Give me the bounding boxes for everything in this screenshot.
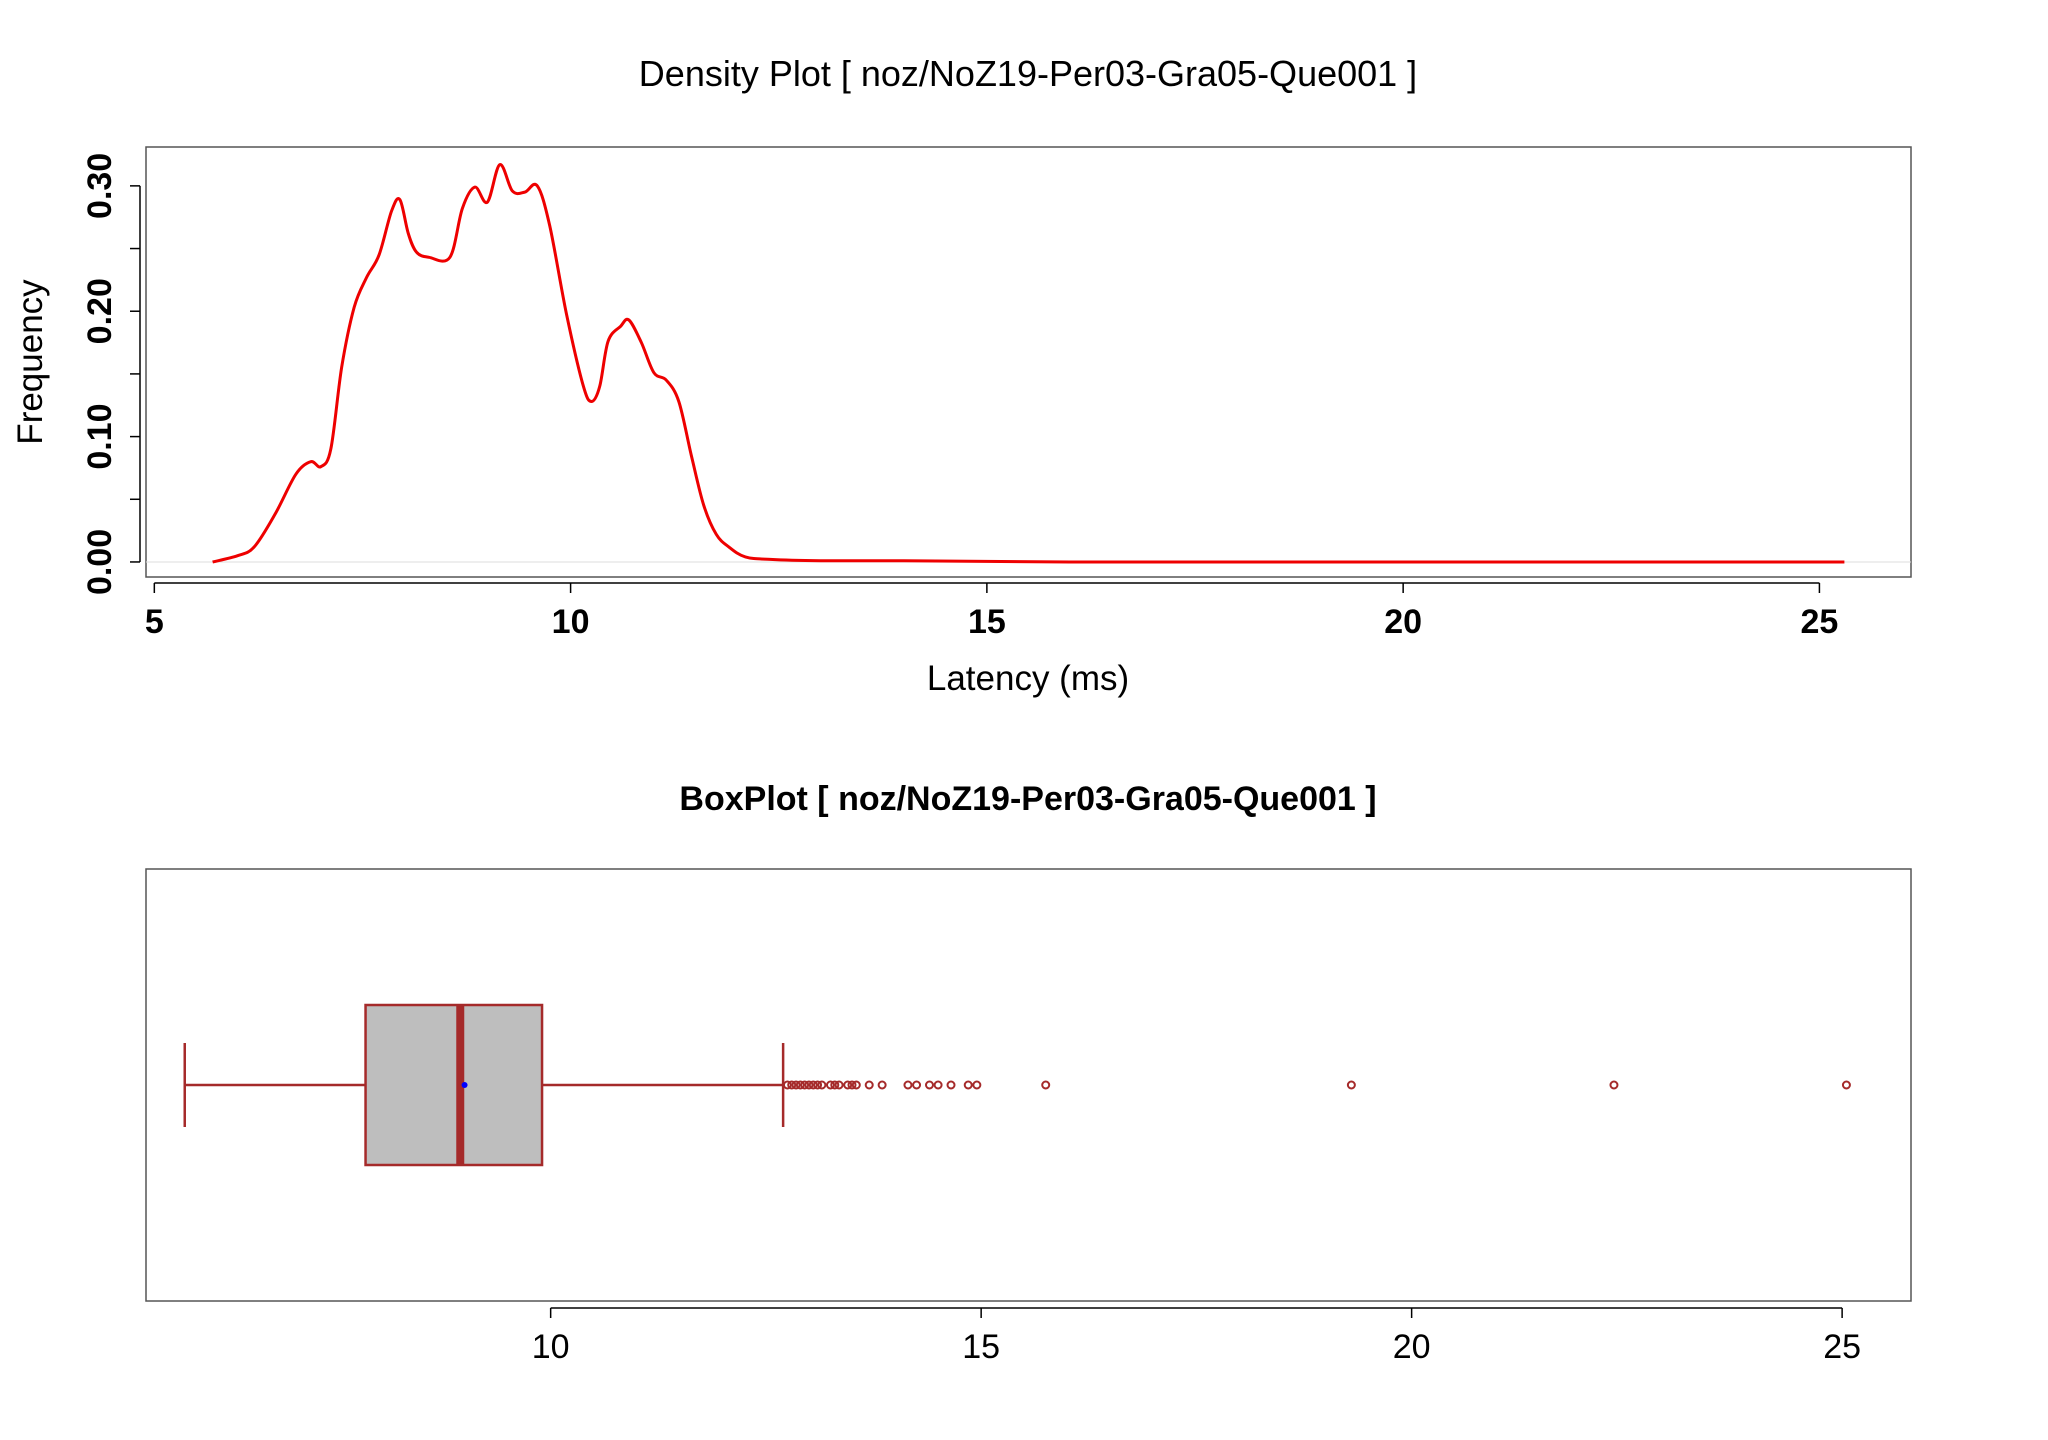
boxplot-outlier: [924, 1080, 934, 1090]
boxplot-outlier: [877, 1080, 887, 1090]
boxplot-x-tick-label: 15: [962, 1328, 1000, 1366]
boxplot-outlier: [903, 1080, 913, 1090]
density-x-tick-label: 25: [1801, 603, 1839, 641]
density-line: [212, 163, 1845, 564]
boxplot-mean-point: [461, 1082, 468, 1088]
boxplot-outlier: [800, 1080, 810, 1090]
boxplot-outlier: [787, 1080, 797, 1090]
boxplot-title: BoxPlot [ noz/NoZ19-Per03-Gra05-Que001 ]: [679, 780, 1376, 818]
density-y-tick-label: 0.20: [81, 278, 119, 344]
boxplot-marks: [183, 1003, 1851, 1167]
boxplot-box: [364, 1003, 544, 1167]
boxplot-outlier: [825, 1080, 835, 1090]
boxplot-x-tick-label: 20: [1393, 1328, 1431, 1366]
density-x-tick-label: 5: [145, 603, 164, 641]
density-y-axis: 0.00 0.10 0.20 0.30: [81, 153, 1911, 595]
boxplot-x-tick-label: 10: [532, 1328, 570, 1366]
boxplot-outlier: [834, 1080, 844, 1090]
density-x-tick-label: 20: [1384, 603, 1422, 641]
box-plot: BoxPlot [ noz/NoZ19-Per03-Gra05-Que001 ]…: [145, 780, 1912, 1366]
density-x-axis: 5 10 15 20 25: [145, 582, 1839, 641]
boxplot-outlier: [813, 1080, 823, 1090]
boxplot-outlier: [795, 1080, 805, 1090]
density-title: Density Plot [ noz/NoZ19-Per03-Gra05-Que…: [639, 53, 1417, 94]
boxplot-outlier: [864, 1080, 874, 1090]
density-y-tick-label: 0.10: [81, 403, 119, 469]
density-y-label: Frequency: [11, 279, 50, 445]
boxplot-outlier: [851, 1080, 861, 1090]
boxplot-outlier: [804, 1080, 814, 1090]
boxplot-x-axis: 10 15 20 25: [532, 1307, 1861, 1366]
density-y-tick-label: 0.00: [81, 529, 119, 595]
density-x-tick-label: 15: [968, 603, 1006, 641]
boxplot-outlier: [1841, 1080, 1851, 1090]
boxplot-outlier: [817, 1080, 827, 1090]
boxplot-outlier: [963, 1080, 973, 1090]
boxplot-outlier: [1346, 1080, 1356, 1090]
boxplot-outlier: [830, 1080, 840, 1090]
boxplot-outlier: [946, 1080, 956, 1090]
boxplot-x-tick-label: 25: [1823, 1328, 1861, 1366]
density-lines: [212, 163, 1845, 564]
boxplot-outlier: [782, 1080, 792, 1090]
boxplot-outlier: [1041, 1080, 1051, 1090]
boxplot-outlier: [843, 1080, 853, 1090]
boxplot-outlier: [1609, 1080, 1619, 1090]
boxplot-outlier: [933, 1080, 943, 1090]
boxplot-outlier: [912, 1080, 922, 1090]
density-x-tick-label: 10: [552, 603, 590, 641]
boxplot-plot-frame: [145, 868, 1912, 1302]
boxplot-outlier: [791, 1080, 801, 1090]
density-y-tick-label: 0.30: [81, 153, 119, 219]
boxplot-outlier: [808, 1080, 818, 1090]
density-x-label: Latency (ms): [927, 659, 1129, 698]
density-plot-frame: [145, 146, 1912, 578]
density-plot: Density Plot [ noz/NoZ19-Per03-Gra05-Que…: [11, 53, 1912, 698]
boxplot-outlier: [972, 1080, 982, 1090]
boxplot-outlier: [847, 1080, 857, 1090]
